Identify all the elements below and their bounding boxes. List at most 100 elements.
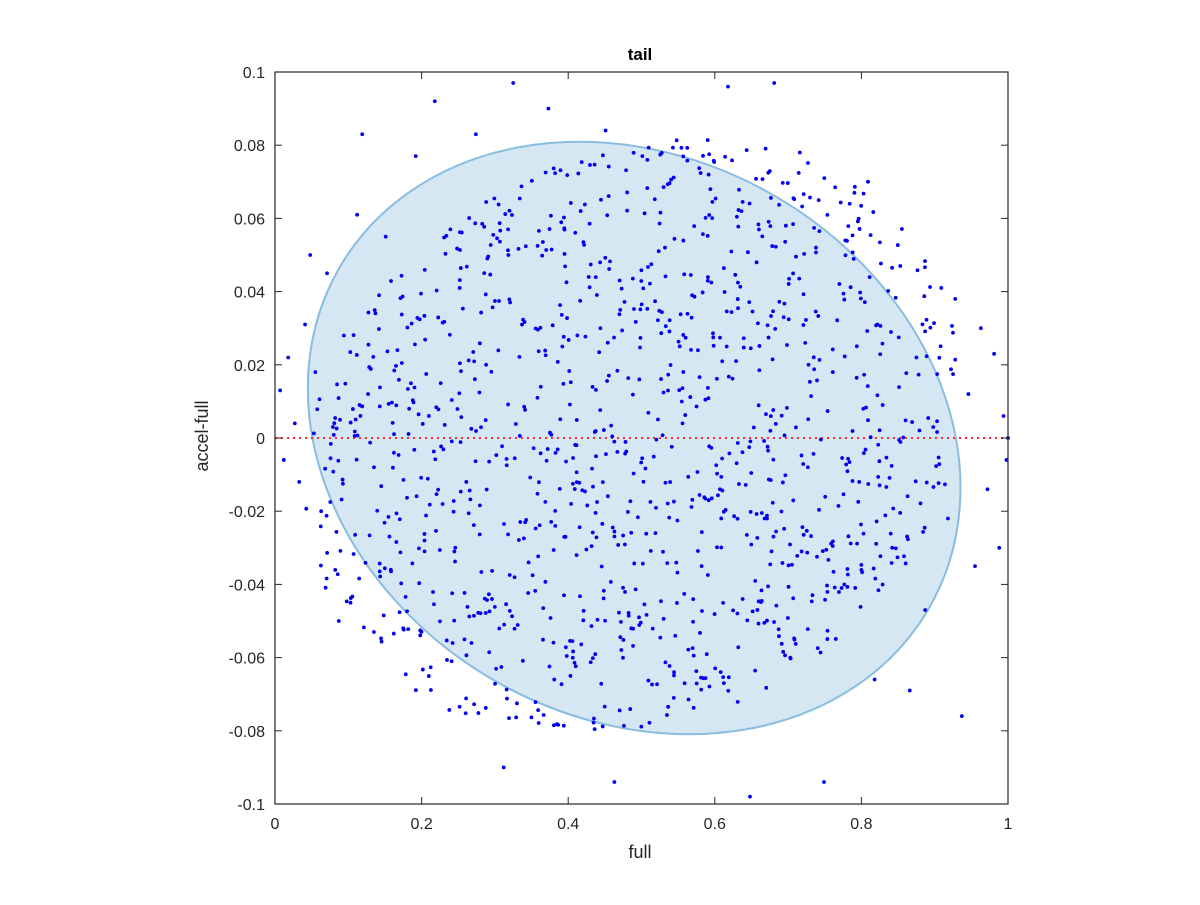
data-point xyxy=(458,489,463,494)
data-point xyxy=(528,475,533,480)
data-point xyxy=(600,480,605,484)
data-point xyxy=(780,181,785,185)
data-point xyxy=(632,561,637,566)
data-point xyxy=(707,684,712,689)
data-point xyxy=(426,674,431,678)
data-point xyxy=(830,370,835,375)
data-point xyxy=(783,239,788,244)
data-point xyxy=(560,344,565,349)
data-point xyxy=(890,545,895,550)
data-point xyxy=(602,704,607,709)
data-point xyxy=(719,516,724,521)
data-point xyxy=(663,480,668,485)
data-point xyxy=(432,99,437,104)
data-point xyxy=(836,504,841,508)
data-point xyxy=(488,272,493,277)
data-point xyxy=(432,602,436,607)
data-point xyxy=(348,596,353,601)
data-point xyxy=(652,197,657,202)
data-point xyxy=(856,499,861,504)
data-point xyxy=(533,588,538,593)
data-point xyxy=(672,236,677,241)
data-point xyxy=(762,439,766,443)
data-point xyxy=(837,282,842,286)
data-point xyxy=(355,212,359,217)
data-point xyxy=(857,480,862,484)
data-point xyxy=(675,570,680,575)
data-point xyxy=(383,234,388,239)
data-point xyxy=(750,309,755,314)
data-point xyxy=(431,449,436,454)
data-point xyxy=(726,374,731,379)
data-point xyxy=(864,405,868,410)
data-point xyxy=(497,626,502,631)
data-point xyxy=(406,432,411,436)
data-point xyxy=(674,138,679,143)
data-point xyxy=(484,200,489,204)
data-point xyxy=(348,350,353,354)
data-point xyxy=(575,333,580,338)
data-point xyxy=(328,441,333,446)
data-point xyxy=(473,459,478,464)
data-point xyxy=(811,355,816,360)
data-point xyxy=(426,414,431,418)
data-point xyxy=(353,532,358,537)
data-point xyxy=(801,292,806,297)
data-point xyxy=(465,604,470,609)
data-point xyxy=(621,655,625,660)
data-point xyxy=(588,660,593,665)
data-point xyxy=(712,612,717,616)
data-point xyxy=(741,336,746,341)
data-point xyxy=(480,221,485,226)
data-point xyxy=(698,171,703,175)
data-point xyxy=(847,201,852,206)
data-point xyxy=(893,295,898,300)
data-point xyxy=(508,300,513,305)
data-point xyxy=(521,536,526,541)
data-point xyxy=(729,249,734,254)
data-point xyxy=(845,469,850,474)
data-point xyxy=(366,310,371,315)
data-point xyxy=(916,372,921,377)
data-point xyxy=(759,599,764,603)
data-point xyxy=(487,609,492,614)
data-point xyxy=(720,456,724,461)
data-point xyxy=(650,626,655,631)
data-point xyxy=(507,297,512,302)
data-point xyxy=(510,614,514,619)
data-point xyxy=(333,416,338,420)
data-point xyxy=(659,599,663,604)
data-point xyxy=(457,286,462,290)
data-point xyxy=(551,166,556,171)
data-point xyxy=(791,271,795,276)
data-point xyxy=(846,534,851,539)
data-point xyxy=(358,414,363,418)
data-point xyxy=(822,176,827,181)
data-point xyxy=(573,230,578,235)
data-point xyxy=(564,459,568,464)
data-point xyxy=(589,624,594,629)
data-point xyxy=(536,228,541,233)
data-point xyxy=(522,320,527,324)
data-point xyxy=(920,322,925,327)
data-point xyxy=(876,475,881,479)
data-point xyxy=(871,210,876,214)
data-point xyxy=(579,642,584,647)
data-point xyxy=(816,198,821,203)
data-point xyxy=(859,522,863,527)
data-point xyxy=(748,439,753,444)
data-point xyxy=(442,319,447,324)
data-point xyxy=(472,377,477,382)
data-point xyxy=(334,529,339,534)
data-point xyxy=(643,466,648,471)
data-point xyxy=(340,477,345,482)
data-point xyxy=(703,215,708,220)
data-point xyxy=(734,461,739,466)
data-point xyxy=(332,421,337,426)
data-point xyxy=(340,481,345,486)
data-point xyxy=(639,268,644,273)
data-point xyxy=(619,648,624,652)
data-point xyxy=(822,780,826,784)
data-point xyxy=(793,642,798,646)
data-point xyxy=(880,341,885,346)
